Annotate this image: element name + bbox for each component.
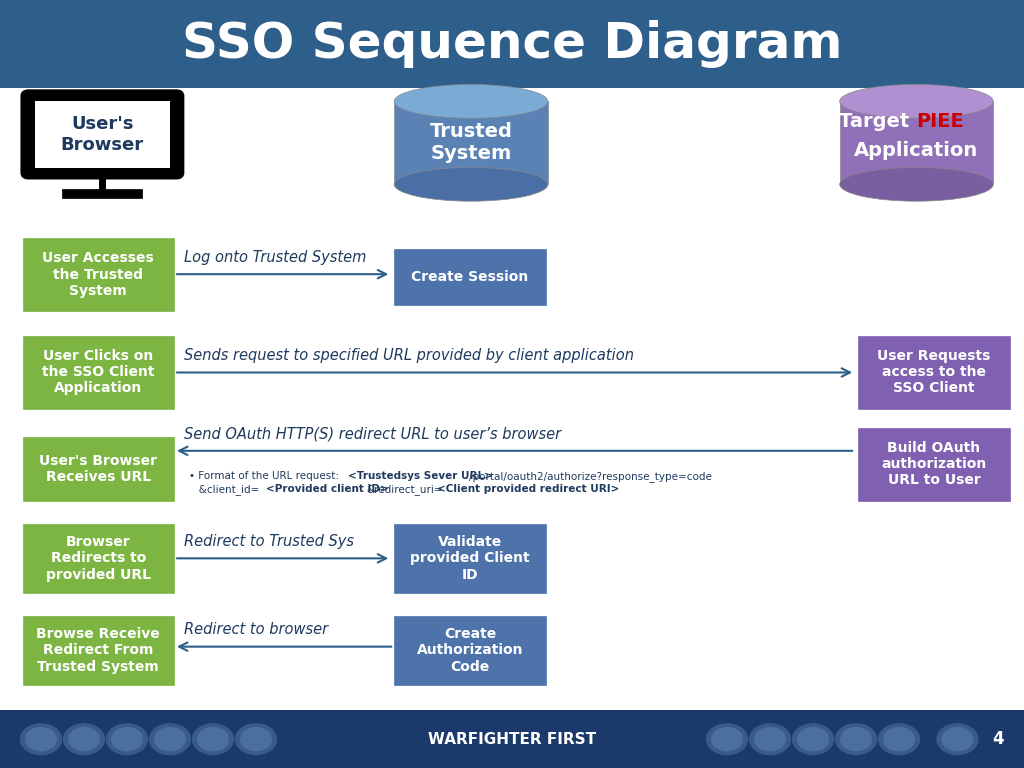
Text: Browser
Redirects to
provided URL: Browser Redirects to provided URL [46, 535, 151, 581]
Polygon shape [840, 101, 993, 184]
Circle shape [69, 728, 99, 751]
Circle shape [884, 728, 914, 751]
Circle shape [106, 723, 147, 754]
Text: Create Session: Create Session [412, 270, 528, 284]
FancyBboxPatch shape [0, 710, 1024, 768]
FancyBboxPatch shape [394, 524, 546, 593]
Circle shape [150, 723, 190, 754]
Text: /portal/oauth2/authorize?response_type=code: /portal/oauth2/authorize?response_type=c… [469, 471, 712, 482]
Circle shape [20, 723, 61, 754]
Text: Create
Authorization
Code: Create Authorization Code [417, 627, 523, 674]
Text: Redirect to browser: Redirect to browser [184, 622, 329, 637]
Circle shape [241, 728, 271, 751]
Circle shape [236, 723, 276, 754]
Circle shape [193, 723, 233, 754]
Text: Sends request to specified URL provided by client application: Sends request to specified URL provided … [184, 348, 634, 363]
Text: User's
Browser: User's Browser [60, 115, 144, 154]
Text: • Format of the URL request:: • Format of the URL request: [189, 471, 343, 481]
Ellipse shape [394, 167, 548, 201]
Ellipse shape [394, 84, 548, 118]
FancyBboxPatch shape [23, 91, 182, 177]
Text: 4: 4 [992, 730, 1005, 748]
Circle shape [155, 728, 185, 751]
Text: Application: Application [854, 141, 979, 160]
Text: Browse Receive
Redirect From
Trusted System: Browse Receive Redirect From Trusted Sys… [37, 627, 160, 674]
Circle shape [798, 728, 828, 751]
Circle shape [198, 728, 228, 751]
Circle shape [707, 723, 748, 754]
FancyBboxPatch shape [858, 428, 1010, 501]
Polygon shape [394, 101, 548, 184]
Text: Target: Target [840, 112, 916, 131]
Text: <Provided client ID>: <Provided client ID> [266, 484, 389, 494]
Text: &redirect_uri=: &redirect_uri= [367, 484, 443, 495]
FancyBboxPatch shape [23, 616, 174, 685]
Circle shape [750, 723, 791, 754]
Circle shape [841, 728, 871, 751]
FancyBboxPatch shape [0, 0, 1024, 88]
Text: Redirect to Trusted Sys: Redirect to Trusted Sys [184, 534, 354, 549]
Circle shape [942, 728, 973, 751]
Text: <Client provided redirect URI>: <Client provided redirect URI> [437, 484, 620, 494]
Text: <Trustedsys Sever URL>: <Trustedsys Sever URL> [348, 471, 493, 481]
Text: Build OAuth
authorization
URL to User: Build OAuth authorization URL to User [882, 441, 986, 488]
FancyBboxPatch shape [858, 336, 1010, 409]
Text: PIEE: PIEE [916, 112, 965, 131]
Circle shape [63, 723, 104, 754]
Circle shape [879, 723, 920, 754]
Text: Trusted
System: Trusted System [430, 122, 512, 164]
Circle shape [26, 728, 56, 751]
Text: Validate
provided Client
ID: Validate provided Client ID [411, 535, 529, 581]
Ellipse shape [840, 167, 993, 201]
FancyBboxPatch shape [23, 238, 174, 311]
Ellipse shape [840, 84, 993, 118]
FancyBboxPatch shape [394, 616, 546, 685]
FancyBboxPatch shape [394, 249, 546, 305]
Circle shape [755, 728, 785, 751]
FancyBboxPatch shape [23, 524, 174, 593]
Text: Log onto Trusted System: Log onto Trusted System [184, 250, 367, 265]
FancyBboxPatch shape [35, 101, 170, 168]
FancyBboxPatch shape [0, 88, 1024, 710]
Circle shape [836, 723, 877, 754]
Circle shape [793, 723, 834, 754]
Circle shape [112, 728, 142, 751]
Text: WARFIGHTER FIRST: WARFIGHTER FIRST [428, 732, 596, 746]
Circle shape [712, 728, 742, 751]
Text: User's Browser
Receives URL: User's Browser Receives URL [39, 454, 158, 484]
Text: User Requests
access to the
SSO Client: User Requests access to the SSO Client [878, 349, 990, 396]
Text: Send OAuth HTTP(S) redirect URL to user’s browser: Send OAuth HTTP(S) redirect URL to user’… [184, 426, 561, 442]
FancyBboxPatch shape [23, 437, 174, 501]
Circle shape [937, 723, 978, 754]
Text: User Clicks on
the SSO Client
Application: User Clicks on the SSO Client Applicatio… [42, 349, 155, 396]
Text: SSO Sequence Diagram: SSO Sequence Diagram [181, 20, 843, 68]
Text: User Accesses
the Trusted
System: User Accesses the Trusted System [42, 251, 155, 298]
Text: &client_id=: &client_id= [189, 484, 260, 495]
FancyBboxPatch shape [23, 336, 174, 409]
